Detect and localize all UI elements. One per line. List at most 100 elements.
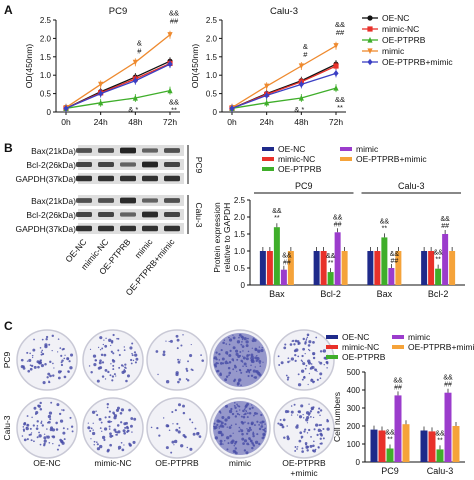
colony xyxy=(93,363,97,367)
sig-label: && xyxy=(443,375,453,382)
dish-plate xyxy=(273,329,335,391)
colony xyxy=(120,421,123,424)
legend-label: OE-NC xyxy=(278,144,305,154)
bar xyxy=(428,251,435,285)
colony xyxy=(104,378,107,380)
colony xyxy=(312,356,316,360)
colony xyxy=(131,342,134,345)
colony xyxy=(108,425,111,428)
bar xyxy=(370,429,378,462)
y-tick-label: 0.5 xyxy=(40,90,52,99)
colony xyxy=(191,421,194,424)
group-label: Calu-3 xyxy=(398,181,425,191)
colony xyxy=(235,349,239,353)
colony xyxy=(300,359,303,362)
sig-label: ** xyxy=(387,437,393,444)
colony xyxy=(225,360,227,362)
colony xyxy=(308,372,311,375)
colony xyxy=(320,433,323,437)
colony xyxy=(40,353,43,356)
colony xyxy=(307,334,309,337)
x-tick-label: 24h xyxy=(260,117,274,127)
blot-band xyxy=(120,212,136,217)
colony xyxy=(312,406,315,409)
colony xyxy=(96,414,99,417)
colony xyxy=(251,347,254,349)
colony xyxy=(301,450,304,453)
colony xyxy=(46,435,50,439)
y-tick-label: 0 xyxy=(47,108,52,117)
colony xyxy=(296,414,299,416)
y-tick-label: 1.5 xyxy=(40,53,52,62)
colony xyxy=(111,379,114,382)
colony xyxy=(57,338,60,340)
colony xyxy=(70,425,74,428)
colony xyxy=(242,442,245,445)
colony xyxy=(226,448,229,451)
legend-label: mimic xyxy=(356,144,379,154)
colony xyxy=(200,354,202,356)
colony xyxy=(49,374,52,378)
colony xyxy=(108,338,112,342)
colony xyxy=(218,426,220,428)
colony xyxy=(242,356,246,360)
colony xyxy=(27,369,31,373)
colony xyxy=(133,417,137,421)
colony xyxy=(56,448,59,451)
colony xyxy=(131,354,134,357)
colony xyxy=(29,427,32,430)
sig-label: ** xyxy=(435,257,441,264)
colony xyxy=(251,423,253,425)
colony xyxy=(264,423,266,425)
colony xyxy=(239,428,242,430)
data-point xyxy=(333,63,339,69)
colony xyxy=(45,335,49,339)
colony xyxy=(61,409,63,411)
colony xyxy=(295,348,299,352)
colony xyxy=(47,414,52,419)
colony xyxy=(287,357,290,360)
colony xyxy=(46,428,48,430)
colony xyxy=(305,445,309,449)
colony xyxy=(177,360,181,364)
blot-band xyxy=(76,198,92,203)
colony xyxy=(43,433,46,435)
colony xyxy=(313,428,316,431)
colony xyxy=(303,375,306,378)
colony xyxy=(286,437,290,441)
colony xyxy=(304,367,307,370)
dish-plate xyxy=(146,329,208,391)
colony xyxy=(39,347,42,349)
colony xyxy=(98,417,102,421)
colony xyxy=(302,347,306,351)
colony xyxy=(51,334,54,338)
data-point xyxy=(264,92,270,99)
sig-label: && xyxy=(169,9,179,18)
legend-label: OE-NC xyxy=(382,13,409,23)
colony xyxy=(177,380,180,384)
colony xyxy=(252,431,255,434)
sig-label: && xyxy=(333,214,343,221)
colony xyxy=(46,376,49,379)
colony xyxy=(240,415,243,418)
y-tick-label: 2.5 xyxy=(234,196,246,205)
colony xyxy=(57,351,59,353)
blot-band xyxy=(98,198,114,203)
blot-band xyxy=(164,211,180,218)
bar xyxy=(428,431,436,462)
colony xyxy=(26,438,29,441)
colony xyxy=(59,419,64,423)
bar xyxy=(394,395,402,462)
legend-label: OE-PTPRB xyxy=(342,352,386,362)
bar xyxy=(287,251,294,285)
sig-label: && xyxy=(393,377,403,384)
colony xyxy=(298,415,303,419)
colony xyxy=(308,349,311,352)
colony xyxy=(307,383,309,386)
colony xyxy=(33,440,35,443)
colony xyxy=(228,343,231,346)
colony xyxy=(96,441,98,443)
colony xyxy=(121,448,125,452)
colony xyxy=(249,428,252,431)
